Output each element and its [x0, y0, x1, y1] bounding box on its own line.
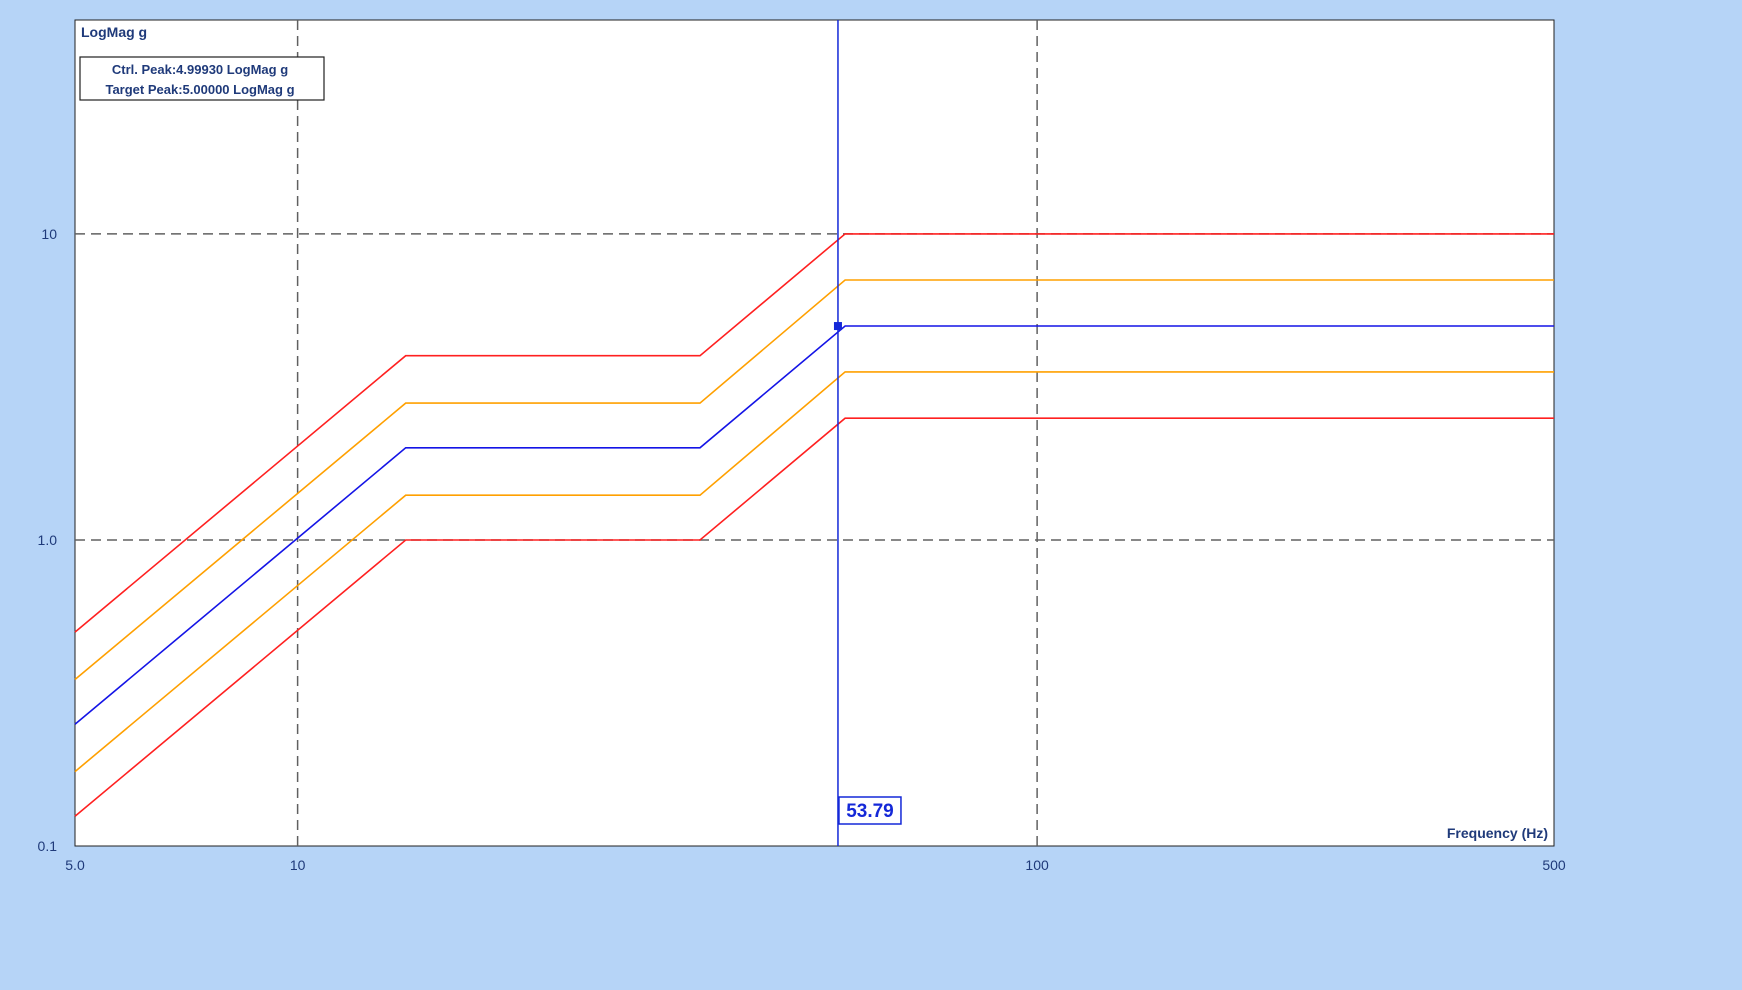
lower_abort-line [74, 417, 1554, 817]
x-tick-label: 100 [1025, 857, 1049, 873]
control-line [74, 325, 1554, 725]
y-tick-label: 0.1 [38, 838, 58, 854]
plot-area[interactable] [74, 19, 1555, 847]
tick-labels: 5.0 10 100 500 0.1 1.0 10 [38, 226, 1566, 873]
ctrl-peak-label: Ctrl. Peak:4.99930 LogMag g [112, 62, 288, 77]
y-axis-label: LogMag g [81, 24, 147, 40]
peak-info-box: Ctrl. Peak:4.99930 LogMag g Target Peak:… [79, 56, 325, 101]
lower_alarm-line [74, 371, 1554, 773]
x-axis-label: Frequency (Hz) [1447, 825, 1548, 841]
upper_abort-line [74, 233, 1554, 633]
series-lines [74, 233, 1554, 817]
upper_alarm-line [74, 279, 1554, 681]
peak-info-frame [79, 56, 325, 101]
y-tick-label: 1.0 [38, 532, 58, 548]
x-tick-label: 5.0 [65, 857, 85, 873]
cursor-value-label: 53.79 [846, 801, 894, 822]
cursor[interactable]: 53.79 [833, 20, 902, 846]
cursor-value-box [838, 796, 902, 825]
y-tick-label: 10 [41, 226, 57, 242]
cursor-marker[interactable] [833, 322, 842, 331]
x-tick-label: 500 [1542, 857, 1566, 873]
target-peak-label: Target Peak:5.00000 LogMag g [105, 82, 294, 97]
x-tick-label: 10 [290, 857, 306, 873]
